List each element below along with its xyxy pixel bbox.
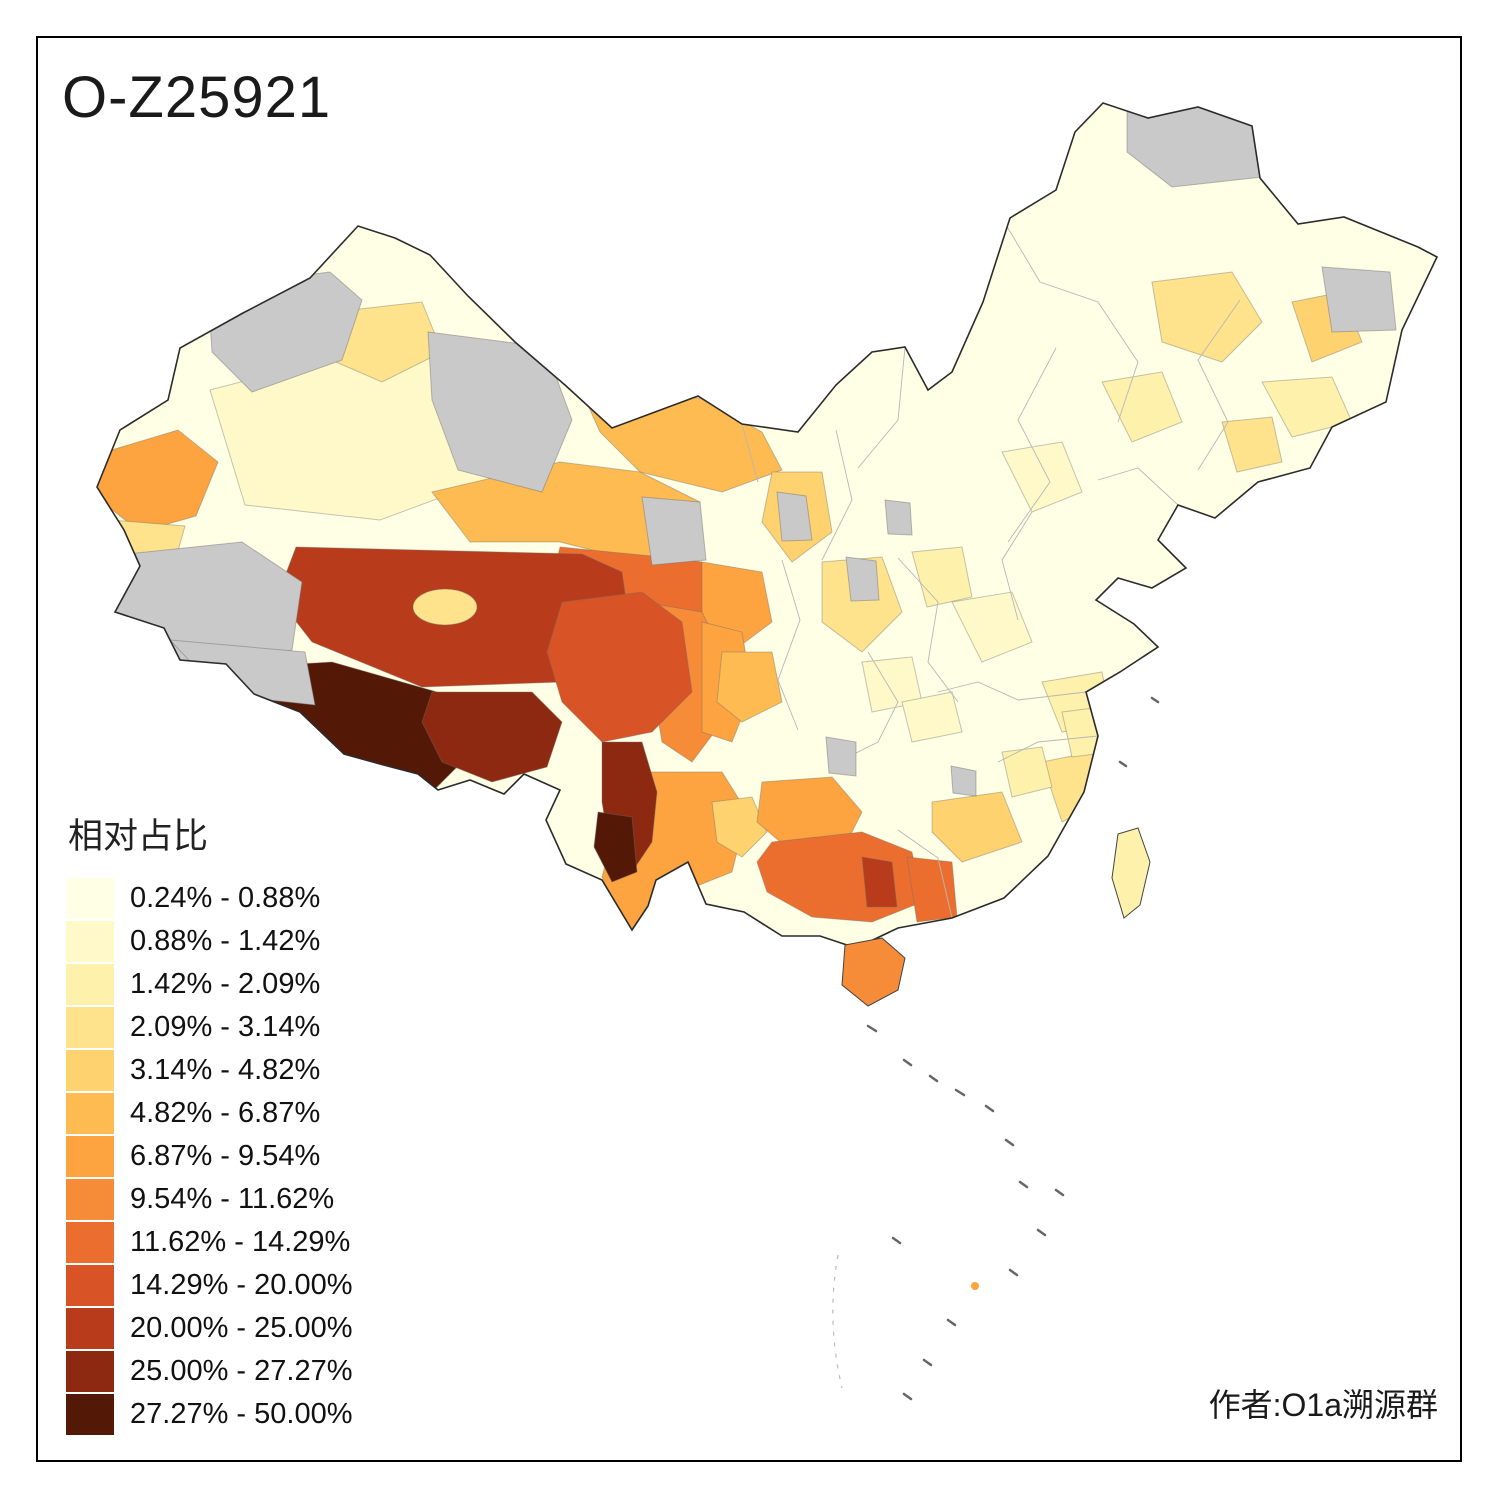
legend-item: 3.14% - 4.82% xyxy=(66,1049,352,1092)
map-region xyxy=(546,591,693,743)
map-region xyxy=(884,499,913,536)
legend-label: 0.88% - 1.42% xyxy=(130,925,321,957)
legend-swatch xyxy=(66,1179,114,1220)
legend-label: 14.29% - 20.00% xyxy=(130,1269,353,1301)
legend-item: 9.54% - 11.62% xyxy=(66,1178,352,1221)
legend-label: 0.24% - 0.88% xyxy=(130,882,321,914)
map-region xyxy=(412,588,478,626)
legend-swatch xyxy=(66,1007,114,1048)
map-region xyxy=(821,556,903,653)
map-region xyxy=(593,811,638,883)
legend-label: 1.42% - 2.09% xyxy=(130,968,321,1000)
map-region xyxy=(845,556,880,602)
legend-item: 14.29% - 20.00% xyxy=(66,1264,352,1307)
legend-swatch xyxy=(66,1308,114,1349)
legend-label: 11.62% - 14.29% xyxy=(130,1226,351,1258)
province-borders xyxy=(741,217,1241,919)
map-region xyxy=(950,765,977,797)
legend-item: 11.62% - 14.29% xyxy=(66,1221,352,1264)
islands xyxy=(841,827,1151,1007)
legend-swatch xyxy=(66,1136,114,1177)
legend-swatch xyxy=(66,921,114,962)
legend: 相对占比 0.24% - 0.88% 0.88% - 1.42% 1.42% - 2… xyxy=(66,808,352,1436)
legend-item: 6.87% - 9.54% xyxy=(66,1135,352,1178)
map-region xyxy=(1221,416,1283,473)
map-region xyxy=(1001,746,1053,798)
map-region xyxy=(711,796,768,858)
map-region xyxy=(951,591,1033,663)
legend-label: 25.00% - 27.27% xyxy=(130,1355,353,1387)
map-region xyxy=(825,736,857,777)
map-region xyxy=(1321,266,1397,333)
legend-swatch xyxy=(66,1351,114,1392)
legend-swatch xyxy=(66,1093,114,1134)
legend-swatch xyxy=(66,1265,114,1306)
taiwan-island xyxy=(1111,827,1151,919)
map-region xyxy=(1101,371,1183,443)
sea-islands-marks xyxy=(832,696,1160,1401)
legend-item: 0.88% - 1.42% xyxy=(66,920,352,963)
legend-swatch xyxy=(66,1222,114,1263)
legend-label: 27.27% - 50.00% xyxy=(130,1398,353,1430)
legend-swatch xyxy=(66,1050,114,1091)
map-region xyxy=(1151,271,1263,363)
legend-item: 2.09% - 3.14% xyxy=(66,1006,352,1049)
author-credit: 作者:O1a溯源群 xyxy=(1208,1387,1438,1423)
legend-title: 相对占比 xyxy=(68,817,209,856)
map-region xyxy=(641,496,707,566)
legend-swatch xyxy=(66,1394,114,1435)
map-region xyxy=(1001,441,1083,513)
legend-item: 1.42% - 2.09% xyxy=(66,963,352,1006)
map-region xyxy=(901,691,963,743)
legend-label: 6.87% - 9.54% xyxy=(130,1140,321,1172)
legend-swatch xyxy=(66,964,114,1005)
map-region xyxy=(716,651,783,723)
map-region xyxy=(776,491,813,542)
legend-item: 4.82% - 6.87% xyxy=(66,1092,352,1135)
map-region xyxy=(911,546,973,608)
map-region xyxy=(931,791,1023,863)
sea-island-orange xyxy=(971,1282,979,1290)
legend-item: 27.27% - 50.00% xyxy=(66,1393,352,1436)
legend-item: 0.24% - 0.88% xyxy=(66,877,352,920)
map-region xyxy=(421,691,563,783)
legend-item: 20.00% - 25.00% xyxy=(66,1307,352,1350)
legend-label: 3.14% - 4.82% xyxy=(130,1054,321,1086)
legend-swatch xyxy=(66,878,114,919)
legend-label: 20.00% - 25.00% xyxy=(130,1312,353,1344)
map-region xyxy=(861,856,898,908)
legend-label: 9.54% - 11.62% xyxy=(130,1183,335,1215)
hainan-island xyxy=(841,937,906,1007)
legend-item: 25.00% - 27.27% xyxy=(66,1350,352,1393)
legend-label: 4.82% - 6.87% xyxy=(130,1097,321,1129)
legend-label: 2.09% - 3.14% xyxy=(130,1011,321,1043)
page-title: O-Z25921 xyxy=(62,65,332,130)
legend-rows: 0.24% - 0.88% 0.88% - 1.42% 1.42% - 2.09% 2… xyxy=(66,877,352,1436)
